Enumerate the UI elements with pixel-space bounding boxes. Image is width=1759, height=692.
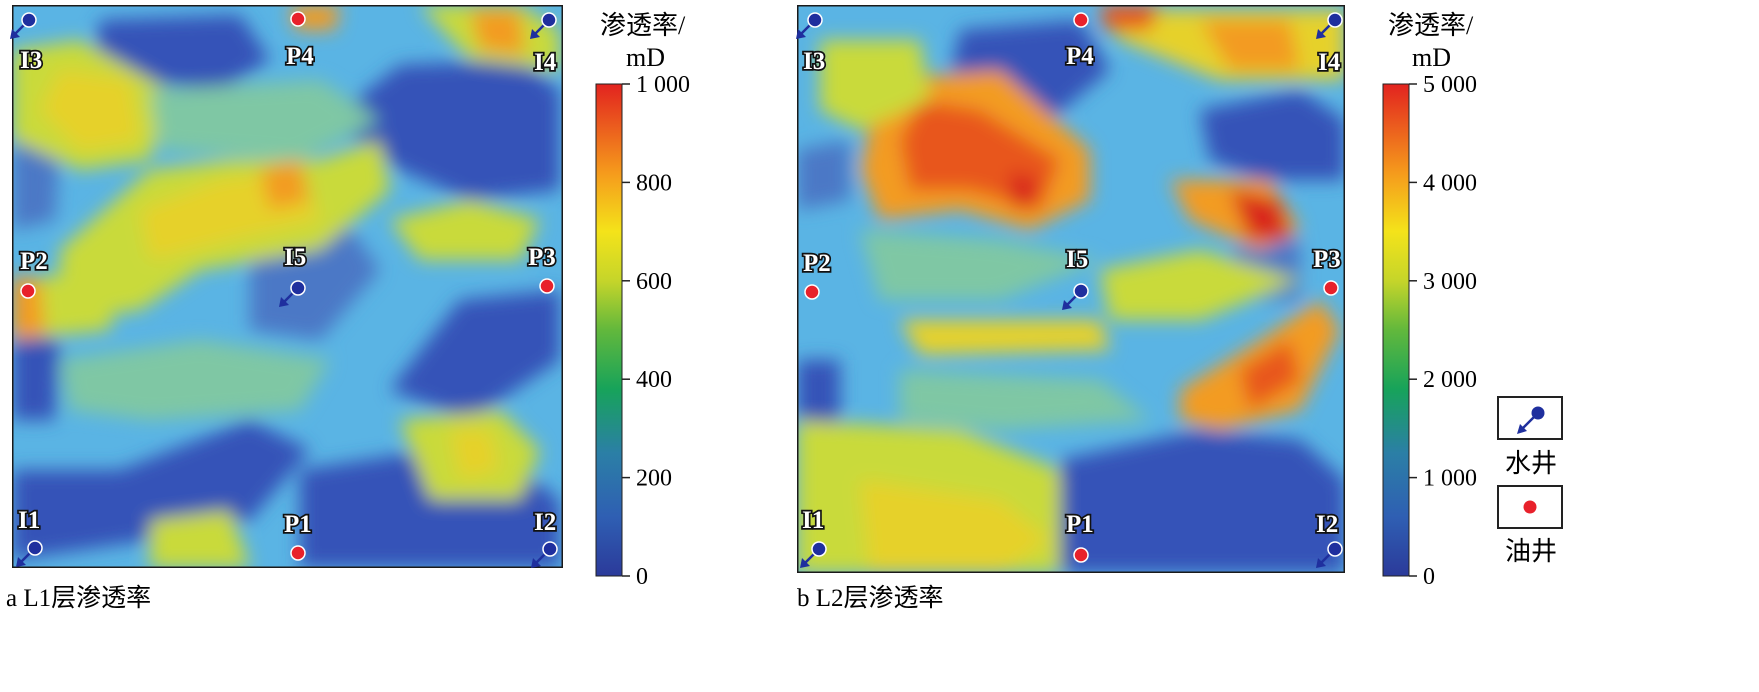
oil-well-marker (1073, 547, 1089, 563)
well-label: I4 (534, 49, 557, 76)
water-well-arrowhead (10, 29, 20, 39)
colorbar-tick-label: 4 000 (1423, 170, 1477, 196)
caption-a: a L1层渗透率 (6, 584, 151, 612)
colorbar-tick-label: 1 000 (636, 72, 690, 98)
well-i2: I2 (531, 507, 558, 568)
colorbar-a-title-2: mD (626, 43, 665, 72)
well-label: I1 (802, 507, 824, 534)
colorbar-tick-label: 3 000 (1423, 269, 1477, 295)
well-i2: I2 (1314, 509, 1343, 568)
legend-oil-label: 油井 (1505, 537, 1557, 566)
oil-well-marker (539, 278, 555, 294)
well-label: P1 (1066, 511, 1094, 538)
colorbar-tick-label: 1 000 (1423, 466, 1477, 492)
oil-well-marker (20, 283, 36, 299)
colorbar-b-title-1: 渗透率/ (1388, 11, 1474, 40)
water-well-marker (542, 541, 558, 557)
caption-b: b L2层渗透率 (797, 584, 944, 612)
well-label: P3 (528, 244, 556, 271)
legend-oil-box (1497, 485, 1563, 529)
colorbar-b (1382, 83, 1410, 577)
well-label: P2 (803, 250, 831, 277)
water-well-marker (807, 12, 823, 28)
colorbar-tick-label: 600 (636, 269, 672, 295)
water-well-arrowhead (1316, 558, 1326, 568)
oil-well-marker (1323, 280, 1339, 296)
well-i3: I3 (10, 12, 44, 76)
water-well-arrowhead (530, 29, 540, 39)
legend: 水井 油井 (1497, 396, 1563, 566)
legend-water-label: 水井 (1505, 449, 1557, 478)
well-p1: P1 (1064, 509, 1095, 563)
colorbar-a (595, 83, 623, 577)
well-p2: P2 (801, 248, 832, 300)
l2-permeability-map (797, 5, 1345, 573)
well-i4: I4 (1316, 12, 1343, 78)
water-well-arrowhead (800, 558, 810, 568)
legend-water-icon (1517, 406, 1545, 434)
water-well-marker (290, 280, 306, 296)
colorbar-tick-label: 800 (636, 170, 672, 196)
oil-well-marker (290, 545, 306, 561)
l1-permeability-map (12, 5, 563, 568)
colorbar-tick-label: 0 (1423, 564, 1435, 590)
well-p3: P3 (1311, 244, 1342, 296)
well-label: I2 (534, 509, 556, 536)
well-i5: I5 (1062, 244, 1090, 310)
water-well-marker (27, 540, 43, 556)
well-i1: I1 (800, 505, 827, 568)
water-well-arrowhead (279, 297, 289, 307)
colorbar-tick-label: 2 000 (1423, 367, 1477, 393)
well-label: I3 (803, 48, 825, 75)
well-label: I4 (1318, 49, 1341, 76)
water-well-arrowhead (1062, 300, 1072, 310)
well-i5: I5 (279, 242, 308, 307)
legend-water-box (1497, 396, 1563, 440)
well-label: P4 (1066, 43, 1094, 70)
water-well-arrowhead (531, 558, 541, 568)
well-p4: P4 (284, 11, 316, 72)
well-label: P4 (286, 43, 314, 70)
water-well-marker (1073, 283, 1089, 299)
water-well-marker (541, 12, 557, 28)
well-i3: I3 (796, 12, 827, 77)
well-label: P1 (284, 511, 312, 538)
water-well-marker (21, 12, 37, 28)
water-well-arrowhead (16, 557, 26, 567)
colorbar-tick-label: 5 000 (1423, 72, 1477, 98)
water-well-marker (811, 541, 827, 557)
well-label: I3 (20, 47, 42, 74)
well-label: P2 (20, 248, 48, 275)
water-well-marker (1327, 541, 1343, 557)
well-label: I1 (18, 507, 40, 534)
well-label: I5 (284, 244, 306, 271)
water-well-arrowhead (1316, 29, 1326, 39)
colorbar-b-title-2: mD (1412, 43, 1451, 72)
colorbar-tick-label: 0 (636, 564, 648, 590)
colorbar-tick-label: 200 (636, 466, 672, 492)
legend-oil-icon (1523, 500, 1537, 514)
well-p1: P1 (282, 509, 313, 561)
colorbar-a-title-1: 渗透率/ (600, 11, 686, 40)
well-label: P3 (1313, 246, 1341, 273)
well-label: I5 (1066, 246, 1088, 273)
oil-well-marker (804, 284, 820, 300)
well-p2: P2 (18, 246, 49, 299)
well-p4: P4 (1064, 12, 1096, 72)
well-p3: P3 (526, 242, 557, 294)
water-well-marker (1327, 12, 1343, 28)
oil-well-marker (1073, 12, 1089, 28)
water-well-arrowhead (796, 29, 806, 39)
well-i4: I4 (530, 12, 558, 78)
well-i1: I1 (16, 505, 43, 567)
colorbar-tick-label: 400 (636, 367, 672, 393)
well-label: I2 (1316, 511, 1338, 538)
oil-well-marker (290, 11, 306, 27)
